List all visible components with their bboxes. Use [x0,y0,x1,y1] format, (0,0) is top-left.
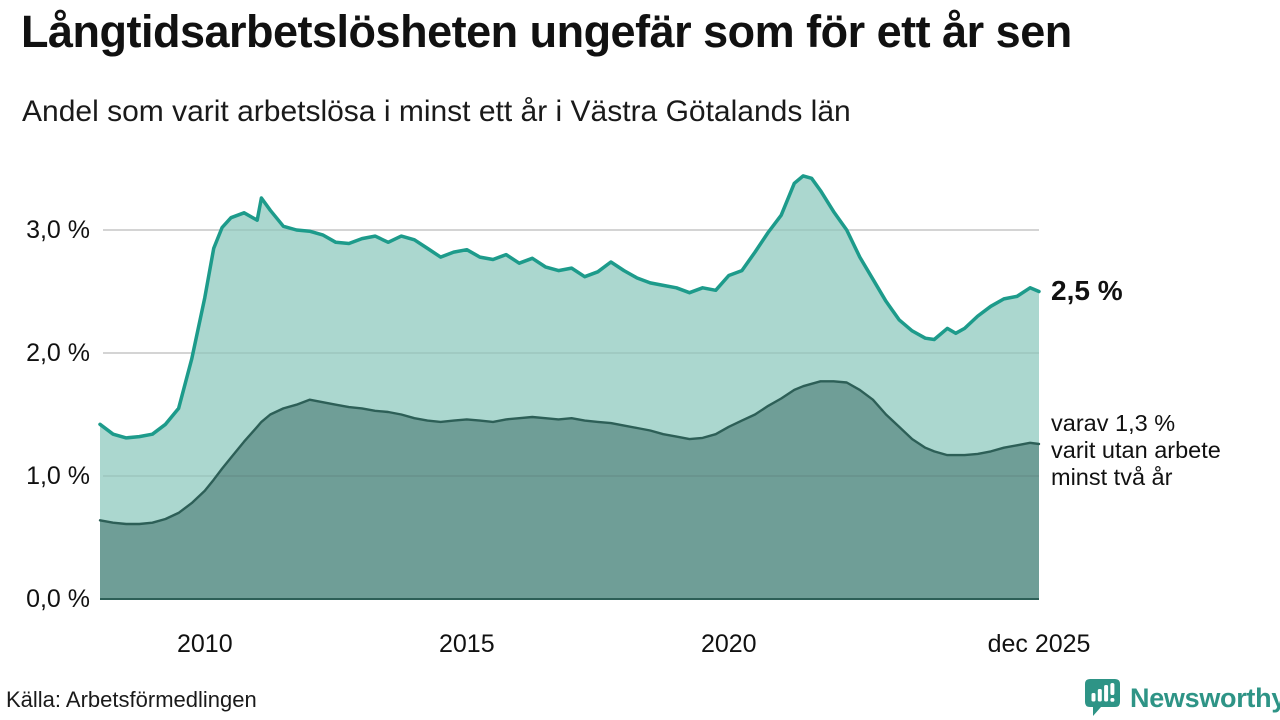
y-tick-label: 0,0 % [26,585,90,613]
y-tick-label: 2,0 % [26,339,90,367]
area-two-year-unemployed [100,381,1039,599]
latest-value-label: 2,5 % [1051,275,1123,306]
newsworthy-brand: Newsworthy [1084,678,1280,718]
source-credit: Källa: Arbetsförmedlingen [6,687,257,712]
newsworthy-logo-icon [1085,679,1120,716]
y-tick-label: 1,0 % [26,462,90,490]
x-tick-label: dec 2025 [987,630,1091,658]
page-title: Långtidsarbetslösheten ungefär som för e… [21,6,1072,57]
newsworthy-wordmark: Newsworthy [1130,682,1280,713]
x-tick-label: 2020 [700,630,757,658]
line-total-unemployed [98,174,1041,440]
two-year-annotation-line1: varav 1,3 % [1051,410,1176,436]
two-year-annotation: varav 1,3 % varit utan arbete minst två … [1051,410,1221,491]
y-tick-label: 3,0 % [26,216,90,244]
gridlines-overlay [103,229,1039,477]
x-tick-label: 2015 [438,630,495,658]
two-year-annotation-line3: minst två år [1051,464,1173,490]
line-two-year-unemployed [98,380,1041,526]
two-year-annotation-line2: varit utan arbete [1051,437,1221,463]
x-tick-label: 2010 [176,630,233,658]
page-subtitle: Andel som varit arbetslösa i minst ett å… [22,95,851,128]
